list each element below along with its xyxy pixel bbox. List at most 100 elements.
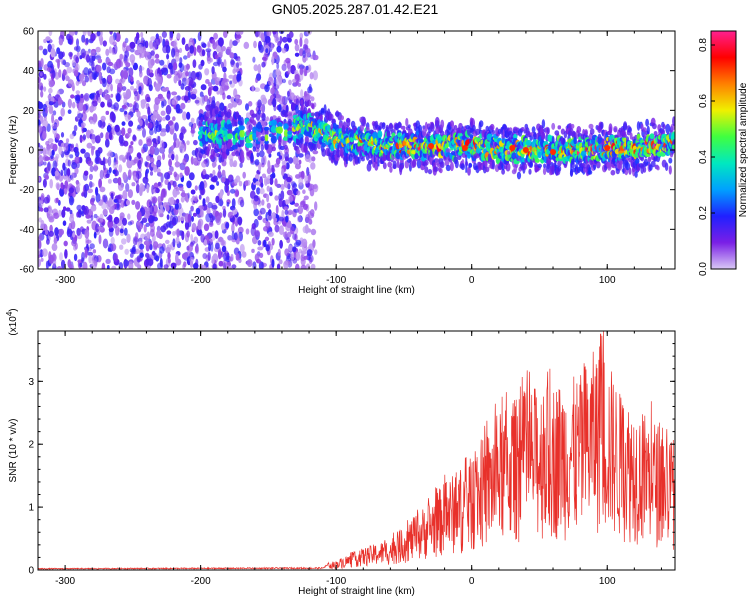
noise-cell [153, 147, 160, 156]
signal-halo-cell [505, 162, 511, 172]
noise-cell [289, 92, 295, 101]
noise-cell [261, 156, 265, 165]
signal-halo-cell [235, 142, 240, 147]
noise-cell [86, 219, 92, 224]
signal-halo-cell [310, 112, 315, 117]
noise-cell [302, 50, 306, 58]
noise-cell [129, 85, 135, 91]
noise-cell [48, 230, 54, 237]
noise-cell [163, 264, 169, 269]
noise-cell [277, 248, 281, 257]
signal-halo-cell [516, 171, 522, 180]
noise-cell [92, 119, 96, 125]
noise-cell [139, 252, 144, 258]
noise-cell [51, 123, 58, 129]
noise-cell [191, 222, 197, 232]
noise-cell [192, 122, 197, 129]
noise-cell [199, 96, 205, 106]
noise-cell [239, 243, 245, 253]
noise-cell [146, 184, 150, 194]
noise-cell [193, 46, 197, 56]
noise-cell [229, 39, 233, 49]
noise-cell [47, 43, 52, 53]
signal-halo-cell [300, 137, 304, 145]
noise-cell [49, 178, 53, 189]
noise-cell [70, 172, 75, 181]
signal-halo-cell [287, 127, 293, 133]
noise-cell [175, 103, 181, 114]
noise-cell [190, 156, 194, 165]
signal-halo-cell [574, 164, 578, 169]
noise-cell [294, 69, 299, 75]
noise-cell [69, 154, 74, 159]
noise-cell [229, 256, 233, 262]
noise-cell [281, 47, 287, 54]
noise-cell [190, 197, 194, 203]
signal-halo-cell [440, 119, 445, 129]
signal-halo-cell [640, 165, 644, 174]
noise-cell [260, 182, 264, 188]
noise-cell [197, 220, 202, 231]
noise-cell [275, 68, 281, 76]
noise-cell [275, 90, 280, 97]
noise-cell [90, 50, 96, 57]
noise-cell [200, 264, 207, 269]
noise-cell [231, 223, 235, 233]
noise-cell [148, 84, 153, 92]
signal-halo-cell [387, 161, 393, 168]
noise-cell [208, 243, 212, 252]
noise-cell [176, 32, 181, 40]
noise-cell [67, 79, 74, 87]
noise-cell [300, 264, 307, 269]
noise-cell [167, 257, 171, 264]
noise-cell [119, 244, 124, 250]
noise-cell [142, 176, 149, 184]
signal-halo-cell [652, 123, 657, 130]
noise-cell [151, 196, 158, 204]
noise-cell [149, 128, 154, 136]
noise-cell [108, 197, 113, 206]
noise-cell [75, 180, 80, 185]
noise-cell [168, 158, 173, 168]
noise-cell [113, 216, 120, 225]
noise-cell [271, 55, 275, 66]
signal-halo-cell [543, 163, 547, 169]
signal-halo-cell [523, 163, 528, 170]
noise-cell [221, 223, 225, 231]
noise-cell [287, 66, 291, 72]
noise-cell [303, 44, 309, 50]
noise-cell [233, 178, 238, 185]
noise-cell [198, 63, 203, 70]
signal-halo-cell [320, 108, 325, 113]
noise-cell [43, 73, 47, 80]
noise-cell [42, 48, 48, 56]
noise-cell [198, 110, 203, 115]
noise-cell [180, 196, 185, 203]
noise-cell [75, 185, 81, 194]
signal-core-cell [493, 137, 498, 143]
noise-cell [46, 238, 50, 245]
noise-cell [311, 156, 316, 162]
noise-cell [38, 258, 42, 268]
noise-cell [42, 119, 49, 128]
noise-cell [140, 37, 145, 47]
signal-halo-cell [358, 145, 363, 150]
noise-cell [237, 226, 244, 234]
noise-cell [145, 118, 149, 126]
noise-cell [135, 183, 140, 194]
noise-cell [214, 230, 219, 239]
noise-cell [284, 156, 289, 162]
noise-cell [157, 196, 162, 203]
noise-cell [253, 64, 259, 72]
noise-cell [165, 246, 171, 254]
signal-halo-cell [454, 159, 459, 169]
noise-cell [284, 231, 288, 238]
noise-cell [162, 152, 165, 160]
noise-cell [288, 79, 292, 86]
noise-cell [297, 205, 304, 215]
noise-cell [63, 143, 69, 152]
signal-halo-cell [235, 150, 240, 157]
noise-cell [124, 50, 129, 58]
noise-cell [205, 196, 210, 203]
noise-cell [312, 239, 316, 248]
